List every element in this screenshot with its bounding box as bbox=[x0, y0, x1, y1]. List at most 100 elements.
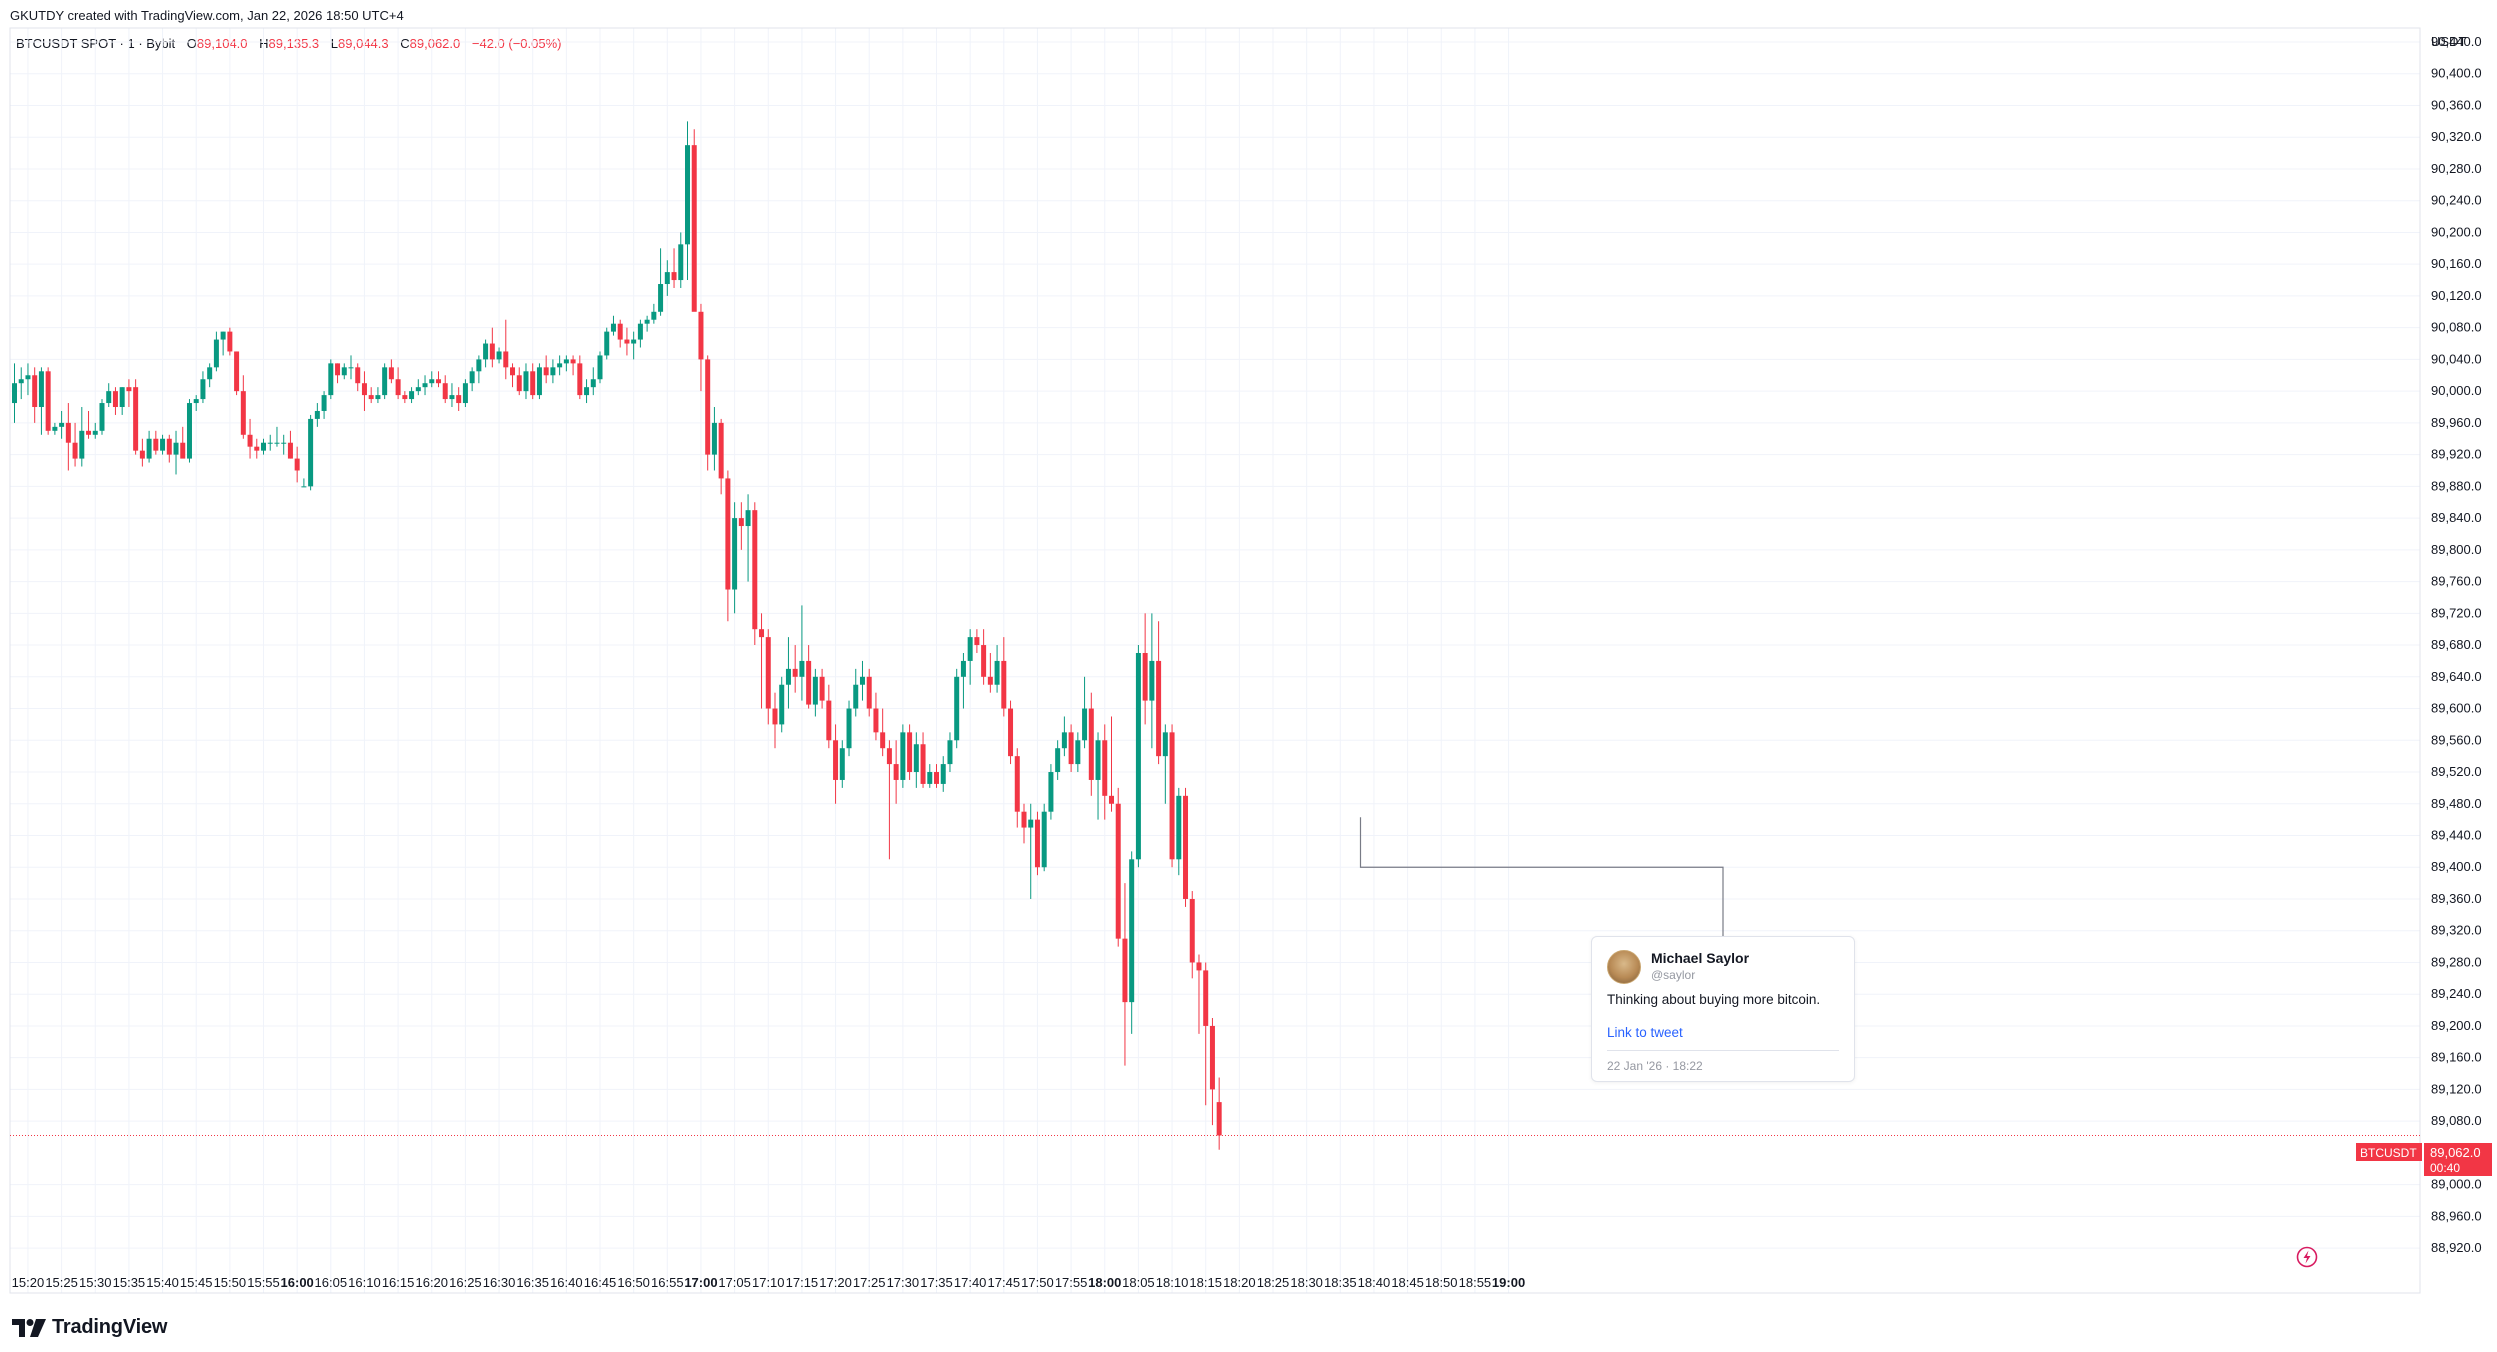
candle[interactable] bbox=[469, 367, 475, 392]
candle[interactable] bbox=[934, 764, 940, 788]
candle[interactable] bbox=[341, 363, 347, 380]
candle[interactable] bbox=[563, 355, 569, 372]
candle[interactable] bbox=[954, 668, 960, 749]
candle[interactable] bbox=[1156, 621, 1162, 765]
candle[interactable] bbox=[301, 478, 307, 488]
candle[interactable] bbox=[409, 387, 415, 404]
candle[interactable] bbox=[92, 422, 98, 439]
candle[interactable] bbox=[476, 355, 482, 384]
candle[interactable] bbox=[853, 668, 859, 717]
candle[interactable] bbox=[1162, 724, 1168, 804]
candle[interactable] bbox=[907, 724, 913, 780]
candle[interactable] bbox=[577, 355, 583, 400]
candle[interactable] bbox=[772, 692, 778, 749]
candle[interactable] bbox=[308, 414, 314, 491]
candle[interactable] bbox=[873, 692, 879, 741]
candle[interactable] bbox=[173, 430, 179, 475]
candle[interactable] bbox=[160, 434, 166, 455]
candle[interactable] bbox=[133, 379, 139, 455]
candle[interactable] bbox=[866, 668, 872, 717]
candle[interactable] bbox=[287, 430, 293, 459]
candle[interactable] bbox=[1189, 891, 1195, 979]
candle[interactable] bbox=[402, 391, 408, 404]
candle[interactable] bbox=[1034, 811, 1040, 876]
candle[interactable] bbox=[483, 339, 489, 368]
candle[interactable] bbox=[994, 645, 1000, 693]
candle[interactable] bbox=[388, 359, 394, 384]
candle[interactable] bbox=[1142, 613, 1148, 725]
candle[interactable] bbox=[610, 315, 616, 336]
candle[interactable] bbox=[112, 387, 118, 415]
candle[interactable] bbox=[65, 403, 71, 471]
candle[interactable] bbox=[637, 319, 643, 348]
candle[interactable] bbox=[240, 375, 246, 439]
candle[interactable] bbox=[691, 129, 697, 312]
candle[interactable] bbox=[267, 434, 273, 451]
candle[interactable] bbox=[1048, 764, 1054, 820]
candle[interactable] bbox=[1014, 748, 1020, 828]
candle[interactable] bbox=[119, 387, 125, 415]
candle[interactable] bbox=[1135, 645, 1141, 868]
candle[interactable] bbox=[967, 629, 973, 685]
candle[interactable] bbox=[671, 248, 677, 288]
candle[interactable] bbox=[321, 391, 327, 419]
candle[interactable] bbox=[913, 732, 919, 788]
candle[interactable] bbox=[180, 426, 186, 459]
candle[interactable] bbox=[617, 319, 623, 348]
candle[interactable] bbox=[570, 355, 576, 376]
candle[interactable] bbox=[678, 232, 684, 288]
candle[interactable] bbox=[25, 363, 31, 396]
candle[interactable] bbox=[940, 756, 946, 792]
candle[interactable] bbox=[792, 645, 798, 693]
candle[interactable] bbox=[274, 426, 280, 447]
candle[interactable] bbox=[590, 367, 596, 396]
candle[interactable] bbox=[335, 363, 341, 384]
candle[interactable] bbox=[1203, 962, 1209, 1106]
candle[interactable] bbox=[227, 327, 233, 356]
candle[interactable] bbox=[880, 708, 886, 757]
candle[interactable] bbox=[32, 367, 38, 423]
candle[interactable] bbox=[812, 668, 818, 717]
candle[interactable] bbox=[705, 355, 711, 471]
candle[interactable] bbox=[1169, 724, 1175, 868]
candle[interactable] bbox=[624, 327, 630, 356]
candle[interactable] bbox=[685, 121, 690, 281]
candle[interactable] bbox=[1021, 803, 1027, 844]
candle[interactable] bbox=[839, 740, 845, 788]
candle[interactable] bbox=[38, 367, 44, 435]
candle[interactable] bbox=[139, 438, 145, 467]
candle[interactable] bbox=[153, 430, 159, 455]
candle[interactable] bbox=[658, 248, 664, 316]
candle[interactable] bbox=[664, 260, 670, 296]
tweet-link[interactable]: Link to tweet bbox=[1607, 1025, 1683, 1040]
candle[interactable] bbox=[651, 303, 657, 324]
candle[interactable] bbox=[510, 363, 516, 388]
candle[interactable] bbox=[987, 652, 993, 693]
candle[interactable] bbox=[375, 387, 381, 404]
candle[interactable] bbox=[1209, 1018, 1215, 1126]
candle[interactable] bbox=[213, 331, 219, 372]
candle[interactable] bbox=[1108, 716, 1114, 812]
candle[interactable] bbox=[435, 371, 441, 388]
candle[interactable] bbox=[186, 399, 192, 463]
candle[interactable] bbox=[536, 363, 542, 400]
candle[interactable] bbox=[1008, 700, 1014, 765]
candle[interactable] bbox=[846, 700, 852, 757]
candle[interactable] bbox=[261, 438, 267, 455]
candle[interactable] bbox=[732, 502, 738, 614]
candle[interactable] bbox=[1115, 787, 1121, 947]
candle[interactable] bbox=[422, 375, 428, 396]
candle[interactable] bbox=[981, 629, 987, 685]
candle[interactable] bbox=[604, 327, 610, 360]
candle[interactable] bbox=[920, 732, 926, 788]
candle[interactable] bbox=[503, 319, 509, 380]
candle[interactable] bbox=[328, 359, 334, 400]
candle[interactable] bbox=[1122, 883, 1128, 1066]
candle[interactable] bbox=[348, 355, 354, 380]
candle[interactable] bbox=[193, 395, 199, 411]
candle[interactable] bbox=[550, 359, 556, 384]
candle[interactable] bbox=[462, 379, 468, 408]
candle[interactable] bbox=[819, 668, 825, 709]
candle[interactable] bbox=[1001, 637, 1007, 717]
candle[interactable] bbox=[779, 676, 785, 733]
